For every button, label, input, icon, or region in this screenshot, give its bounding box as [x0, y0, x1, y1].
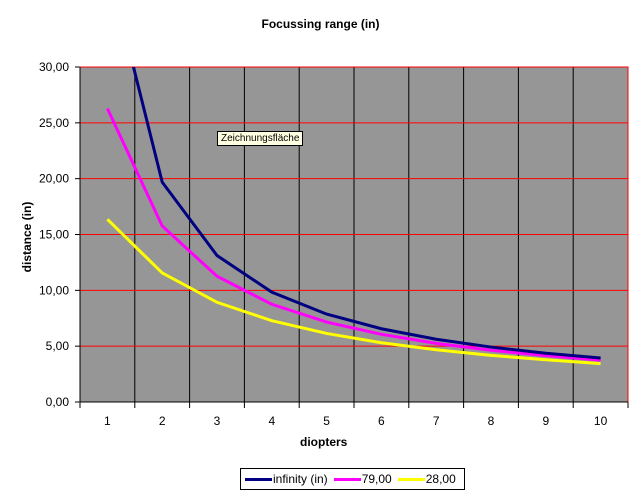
x-tick-label: 6 — [378, 414, 385, 428]
x-tick-label: 4 — [268, 414, 275, 428]
series-line-infinity-in- — [131, 67, 601, 360]
y-tick-label: 25,00 — [39, 116, 69, 130]
y-tick-label: 10,00 — [39, 283, 69, 297]
series-line-28-00 — [106, 218, 601, 366]
legend-label: infinity (in) — [273, 472, 328, 486]
legend-label: 79,00 — [361, 472, 392, 486]
x-axis-label: diopters — [300, 435, 348, 449]
x-tick-label: 10 — [594, 414, 608, 428]
y-tick-label: 30,00 — [39, 60, 69, 74]
x-tick-label: 5 — [323, 414, 330, 428]
x-tick-label: 1 — [104, 414, 111, 428]
y-tick-label: 0,00 — [46, 395, 70, 409]
x-tick-label: 3 — [214, 414, 221, 428]
x-tick-label: 9 — [542, 414, 549, 428]
legend-label: 28,00 — [425, 472, 456, 486]
legend-item[interactable]: 28,00 — [397, 472, 456, 486]
series-line-79-00 — [106, 107, 601, 362]
y-axis-label: distance (in) — [20, 201, 34, 273]
chart-title: Focussing range (in) — [261, 17, 380, 31]
y-tick-label: 15,00 — [39, 228, 69, 242]
legend-swatch — [397, 477, 425, 481]
tooltip: Zeichnungsfläche — [217, 131, 304, 146]
y-tick-label: 5,00 — [46, 339, 70, 353]
legend-swatch — [333, 477, 361, 481]
x-tick-label: 8 — [488, 414, 495, 428]
y-tick-label: 20,00 — [39, 172, 69, 186]
legend-item[interactable]: 79,00 — [333, 472, 392, 486]
legend[interactable]: infinity (in) 79,00 28,00 — [240, 468, 465, 490]
legend-item[interactable]: infinity (in) — [245, 472, 328, 486]
x-tick-label: 7 — [433, 414, 440, 428]
x-tick-label: 2 — [159, 414, 166, 428]
legend-swatch — [245, 477, 272, 481]
